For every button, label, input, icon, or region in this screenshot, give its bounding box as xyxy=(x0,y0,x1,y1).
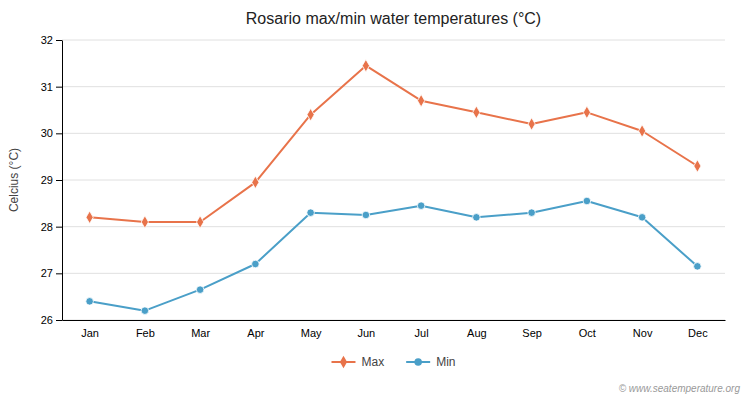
tick-label: Oct xyxy=(579,327,596,339)
chart: Jan Feb Mar Apr May Jun Jul Aug Sep Oct Nov Dec 26 27… xyxy=(0,0,750,400)
grid xyxy=(62,40,725,320)
legend-item: Min xyxy=(406,355,455,369)
tick-label: Mar xyxy=(191,327,210,339)
tick-label: 27 xyxy=(41,267,53,279)
tick-label: Aug xyxy=(467,327,487,339)
title: Rosario max/min water temperatures (°C) xyxy=(246,10,541,27)
marker xyxy=(86,298,94,306)
tick-label: Apr xyxy=(247,327,264,339)
tick-label: 31 xyxy=(41,81,53,93)
grid-line xyxy=(62,226,725,227)
tick: 30 xyxy=(41,127,62,139)
marker xyxy=(528,118,535,130)
grid-line xyxy=(62,320,725,321)
x-axis: Jan Feb Mar Apr May Jun Jul Aug Sep Oct Nov Dec xyxy=(63,321,726,339)
marker xyxy=(418,94,425,106)
tick-label: 32 xyxy=(41,34,53,46)
tick-label: 29 xyxy=(41,174,53,186)
tick-mark xyxy=(56,133,62,134)
axis-line xyxy=(62,41,63,321)
tick: 31 xyxy=(41,81,62,93)
y-axis: 26 27 28 29 30 31 32 xyxy=(41,34,63,326)
annotation: © www.seatemperature.org xyxy=(619,383,741,394)
grid-line xyxy=(62,273,725,274)
legend-swatch xyxy=(414,358,422,366)
marker xyxy=(639,125,646,137)
tick: Apr xyxy=(247,327,264,339)
tick-label: Dec xyxy=(688,327,708,339)
tick: Feb xyxy=(136,327,155,339)
tick: Nov xyxy=(633,327,653,339)
marker xyxy=(307,108,314,120)
legend-label: Min xyxy=(436,355,455,369)
marker xyxy=(362,211,370,219)
tick-mark xyxy=(56,273,62,274)
marker xyxy=(528,209,536,217)
marker xyxy=(473,106,480,118)
tick-mark xyxy=(56,227,62,228)
tick-label: Jul xyxy=(415,327,429,339)
marker xyxy=(141,307,149,315)
tick-label: 26 xyxy=(41,314,53,326)
tick-label: Jan xyxy=(81,327,99,339)
tick: 26 xyxy=(41,314,62,326)
marker xyxy=(638,214,646,222)
marker xyxy=(362,59,369,71)
tick: Jan xyxy=(81,327,99,339)
tick: 32 xyxy=(41,34,62,46)
marker xyxy=(473,214,481,222)
series-line xyxy=(90,201,698,311)
axis-line xyxy=(63,320,726,321)
tick: Jul xyxy=(415,327,429,339)
tick-label: Jun xyxy=(358,327,376,339)
tick-label: Sep xyxy=(522,327,542,339)
tick-label: 28 xyxy=(41,221,53,233)
marker xyxy=(197,216,204,228)
marker xyxy=(86,211,93,223)
tick-mark xyxy=(56,180,62,181)
tick: Aug xyxy=(467,327,487,339)
axis-title: Celcius (°C) xyxy=(7,148,21,212)
tick: Jun xyxy=(358,327,376,339)
marker xyxy=(694,160,701,172)
tick: 27 xyxy=(41,267,62,279)
tick: Mar xyxy=(191,327,210,339)
tick: May xyxy=(301,327,322,339)
tick-mark xyxy=(56,40,62,41)
marker xyxy=(694,263,702,271)
tick: Dec xyxy=(688,327,708,339)
tick: Oct xyxy=(579,327,596,339)
tick-label: May xyxy=(301,327,322,339)
grid-line xyxy=(62,180,725,181)
marker xyxy=(252,260,260,268)
tick: 28 xyxy=(41,221,62,233)
grid-line xyxy=(62,133,725,134)
tick-mark xyxy=(56,87,62,88)
marker xyxy=(196,286,204,294)
marker xyxy=(252,176,259,188)
marker xyxy=(417,202,425,210)
tick: Sep xyxy=(522,327,542,339)
legend-swatch xyxy=(340,356,347,368)
marker xyxy=(583,197,591,205)
tick: 29 xyxy=(41,174,62,186)
legend-label: Max xyxy=(361,355,384,369)
marker xyxy=(307,209,315,217)
plot-area xyxy=(86,59,701,314)
tick-mark xyxy=(56,320,62,321)
marker xyxy=(141,216,148,228)
marker xyxy=(583,106,590,118)
series-line xyxy=(90,66,698,222)
grid-line xyxy=(62,40,725,41)
legend-item: Max xyxy=(331,355,384,369)
tick-label: 30 xyxy=(41,127,53,139)
grid-line xyxy=(62,86,725,87)
legend: Max Min xyxy=(331,355,455,369)
tick-label: Feb xyxy=(136,327,155,339)
tick-label: Nov xyxy=(633,327,653,339)
